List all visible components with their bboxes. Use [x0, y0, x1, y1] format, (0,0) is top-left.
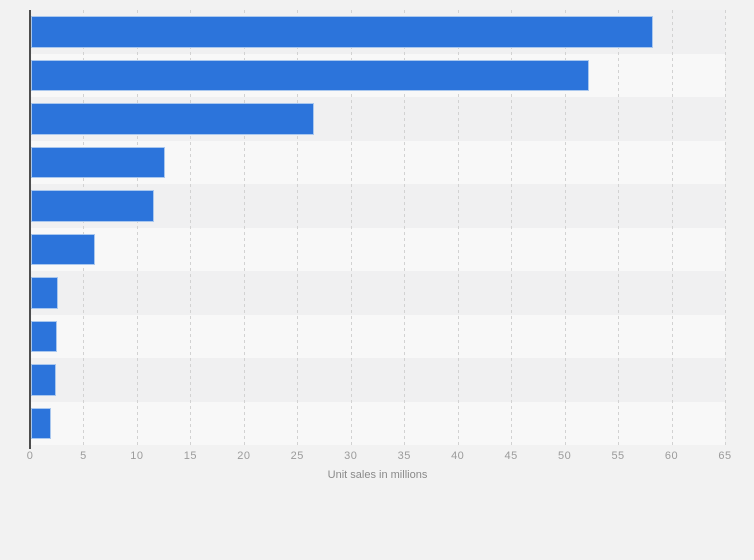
bar [31, 233, 96, 265]
gridline [190, 10, 192, 445]
gridline [725, 10, 726, 445]
x-tick-label: 15 [183, 450, 197, 462]
x-tick-label: 5 [80, 450, 87, 462]
x-tick-label: 35 [397, 450, 411, 462]
gridline [404, 10, 406, 445]
row-band [30, 227, 725, 271]
x-tick-label: 45 [504, 450, 518, 462]
bar [31, 16, 654, 48]
x-tick-label: 55 [611, 450, 625, 462]
gridline [457, 10, 459, 445]
bar [31, 407, 52, 439]
row-band [30, 271, 725, 315]
x-tick-label: 20 [237, 450, 251, 462]
x-tick-label: 50 [557, 450, 572, 462]
bar [31, 146, 165, 178]
gridline [564, 10, 566, 445]
x-tick-label: 0 [26, 450, 34, 462]
x-tick-label: 25 [290, 450, 304, 462]
y-axis-line [29, 10, 31, 449]
x-tick-label: 10 [130, 450, 144, 462]
row-band [30, 314, 725, 358]
x-tick-label: 60 [664, 450, 679, 462]
bar [31, 364, 56, 396]
row-band [30, 358, 725, 402]
bar [31, 190, 154, 222]
gridline [511, 10, 513, 445]
bar [31, 277, 58, 309]
x-tick-label: 65 [718, 450, 732, 462]
x-tick-label: 40 [451, 450, 465, 462]
gridline [618, 10, 620, 445]
bar [31, 59, 590, 91]
gridline [136, 10, 138, 445]
x-axis-title: Unit sales in millions [327, 469, 428, 481]
gridline [350, 10, 352, 445]
gridline [83, 10, 85, 445]
x-tick-label: 30 [344, 450, 358, 462]
row-band [30, 401, 725, 445]
gridline [243, 10, 245, 445]
bar [31, 320, 57, 352]
bar [31, 103, 315, 135]
gridline [297, 10, 299, 445]
gridline [671, 10, 673, 445]
